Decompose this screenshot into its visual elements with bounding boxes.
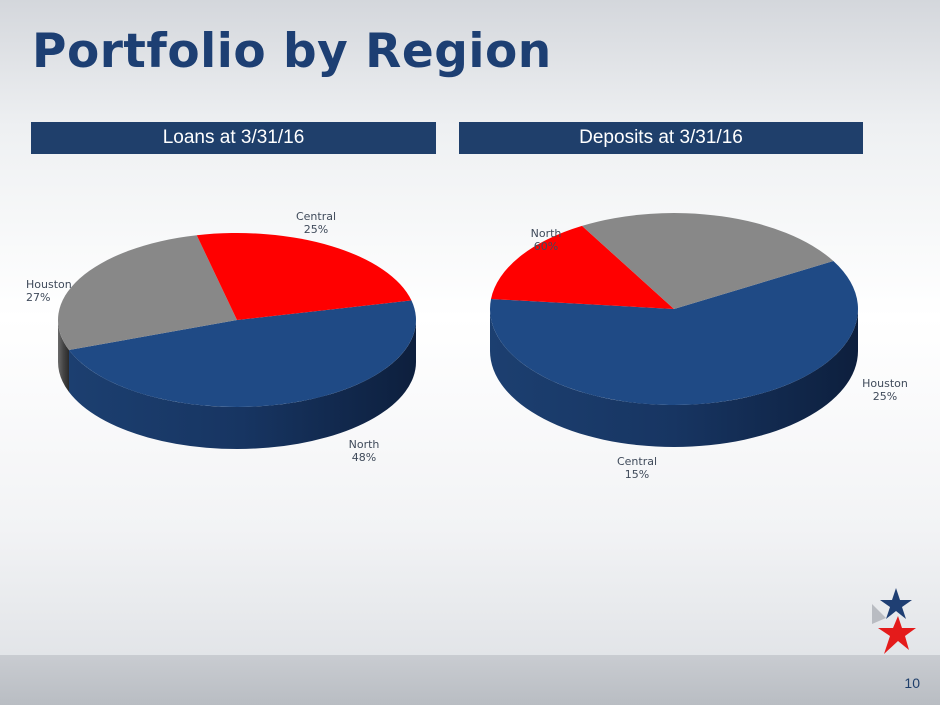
footer-band xyxy=(0,655,940,705)
side-houston xyxy=(58,320,70,393)
label-houston: Houston 25% xyxy=(862,377,908,403)
loans-pie: Central 25% Houston 27% North 48% xyxy=(26,210,416,464)
label-north: North 60% xyxy=(531,227,562,253)
label-north: North 48% xyxy=(349,438,380,464)
side-north xyxy=(490,309,858,447)
star-logo-icon xyxy=(872,588,916,654)
slice-north xyxy=(69,300,416,407)
page-number: 10 xyxy=(904,675,920,691)
slice-houston xyxy=(582,212,834,309)
deposits-chart-header: Deposits at 3/31/16 xyxy=(459,122,863,154)
label-central: Central 15% xyxy=(617,455,657,481)
slice-north xyxy=(490,261,859,406)
deposits-pie: North 60% Houston 25% Central 15% xyxy=(490,212,908,481)
slice-central xyxy=(196,233,412,320)
slice-houston xyxy=(58,235,238,351)
loans-chart-header: Loans at 3/31/16 xyxy=(31,122,436,154)
slice-central xyxy=(491,225,674,309)
label-houston: Houston 27% xyxy=(26,278,72,304)
label-central: Central 25% xyxy=(296,210,336,236)
page-title: Portfolio by Region xyxy=(32,24,552,79)
side-north xyxy=(69,320,416,449)
